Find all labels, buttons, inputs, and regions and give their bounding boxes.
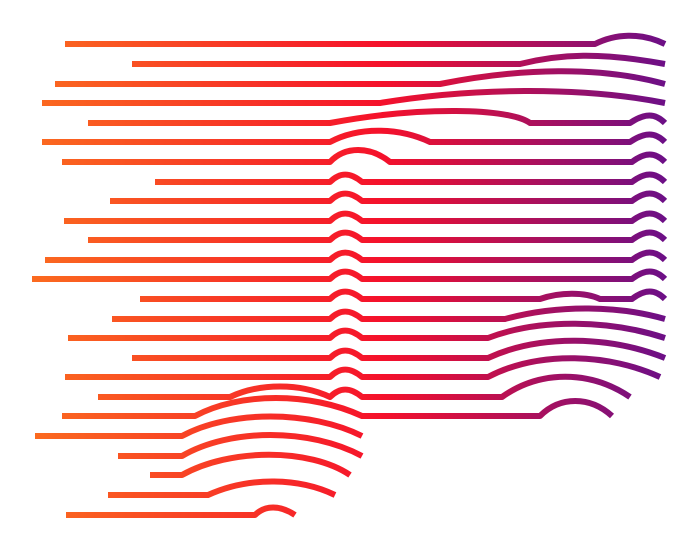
gradient-line-14 [140,288,668,302]
gradient-line-22 [118,432,364,459]
gradient-line-19 [98,373,632,400]
gradient-line-7 [62,147,668,165]
gradient-line-12 [45,249,668,263]
line-group [32,32,668,518]
gradient-line-20 [62,395,615,419]
gradient-line-9 [110,190,668,204]
gradient-line-4 [42,87,666,106]
gradient-line-21 [35,413,364,439]
gradient-line-13 [32,268,668,282]
gradient-line-2 [132,52,666,67]
gradient-line-8 [155,171,668,185]
gradient-line-11 [88,229,668,243]
gradient-line-24 [108,478,337,498]
gradient-line-16 [68,320,666,341]
gradient-line-17 [132,337,667,361]
gradient-line-5 [88,108,668,126]
gradient-line-6 [42,127,668,145]
gradient-line-18 [65,355,662,380]
gradient-line-25 [66,504,297,518]
gradient-line-3 [55,68,666,87]
gradient-line-15 [112,305,666,322]
gradient-line-23 [150,451,352,478]
gradient-line-1 [65,32,667,47]
gradient-line-10 [64,210,668,224]
